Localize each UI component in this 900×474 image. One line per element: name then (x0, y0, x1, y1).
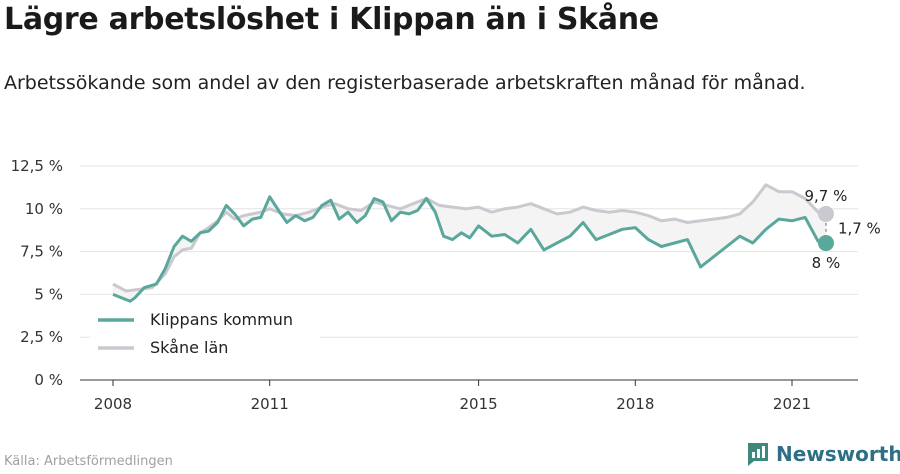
legend-label: Klippans kommun (150, 310, 293, 329)
x-tick-label: 2018 (616, 395, 654, 413)
y-tick-label: 2,5 % (20, 328, 63, 346)
page-title: Lägre arbetslöshet i Klippan än i Skåne (4, 2, 659, 37)
x-tick-label: 2015 (460, 395, 498, 413)
y-tick-label: 0 % (34, 371, 63, 389)
end-annotations: 9,7 % 8 % 1,7 % (805, 187, 881, 272)
y-tick-label: 5 % (34, 285, 63, 303)
y-tick-label: 7,5 % (20, 243, 63, 261)
difference-area (113, 184, 826, 301)
grid-lines (80, 165, 858, 338)
x-axis: 2008 2011 2015 2018 2021 (80, 379, 858, 413)
end-point-klippan (817, 235, 834, 252)
y-tick-label: 12,5 % (11, 157, 63, 175)
x-tick-label: 2021 (773, 395, 811, 413)
brand-logo[interactable]: Newsworthy (746, 441, 900, 467)
source-note: Källa: Arbetsförmedlingen (4, 454, 173, 469)
chart-subtitle: Arbetssökande som andel av den registerb… (4, 72, 806, 94)
legend-label: Skåne län (150, 338, 228, 357)
annotation-klippan-value: 8 % (812, 254, 841, 272)
gap-fill (113, 184, 826, 301)
series-line-klippan (112, 195, 827, 303)
y-tick-label: 10 % (25, 200, 63, 218)
legend: Klippans kommun Skåne län (90, 304, 320, 362)
y-axis-ticks: 0 % 2,5 % 5 % 7,5 % 10 % 12,5 % (11, 157, 63, 389)
annotation-skane-value: 9,7 % (805, 187, 848, 205)
series-lines (112, 183, 827, 303)
x-tick-label: 2008 (94, 395, 132, 413)
legend-box (90, 304, 320, 362)
brand-name: Newsworthy (776, 442, 900, 466)
newsworthy-logo-icon (748, 443, 768, 466)
x-tick-label: 2011 (251, 395, 289, 413)
end-point-skane (817, 205, 834, 222)
annotation-difference: 1,7 % (838, 219, 881, 237)
